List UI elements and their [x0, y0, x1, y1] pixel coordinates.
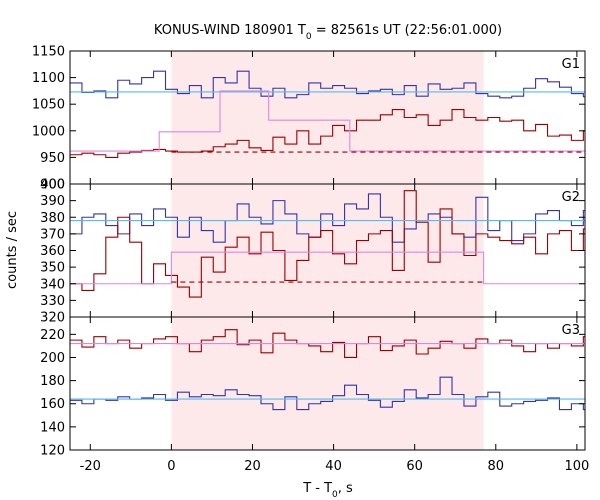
- panel-label: G2: [562, 190, 580, 205]
- panel-label: G3: [562, 323, 580, 338]
- y-tick-label: 140: [40, 420, 65, 435]
- x-tick-label: 60: [406, 459, 423, 474]
- y-tick-label: 1050: [32, 98, 65, 113]
- y-tick-label: 160: [40, 397, 65, 412]
- shaded-interval: [171, 184, 484, 317]
- y-tick-label: 1100: [32, 71, 65, 86]
- x-axis-label: T - T0, s: [302, 481, 353, 500]
- shaded-interval: [171, 317, 484, 450]
- fit-line-2-g1: [70, 90, 585, 152]
- y-tick-label: 900: [40, 178, 65, 193]
- panels: 9009501000105011001150G13203303403503603…: [32, 45, 589, 475]
- y-tick-label: 200: [40, 351, 65, 366]
- series-low-g1: [70, 108, 585, 158]
- x-tick-label: -20: [80, 459, 101, 474]
- y-tick-label: 950: [40, 151, 65, 166]
- x-tick-label: 80: [488, 459, 505, 474]
- y-axis-label: counts / sec: [5, 211, 20, 289]
- y-tick-label: 330: [40, 294, 65, 309]
- x-tick-label: 0: [167, 459, 175, 474]
- series-high-g3: [70, 376, 585, 411]
- y-tick-label: 380: [40, 211, 65, 226]
- x-tick-label: 100: [564, 459, 589, 474]
- series-low-g3: [70, 329, 585, 359]
- y-tick-label: 320: [40, 311, 65, 326]
- y-tick-label: 400: [40, 178, 65, 193]
- y-tick-label: 220: [40, 328, 65, 343]
- y-tick-label: 360: [40, 244, 65, 259]
- x-tick-label: 20: [244, 459, 261, 474]
- y-tick-label: 1000: [32, 124, 65, 139]
- panel-g1: 900 950 1000 1050 1100 1150 G1: [32, 45, 586, 193]
- panel-g3: 120 140 160 180 200 220 G3: [40, 316, 586, 459]
- fit-line-2-g2: [70, 251, 585, 285]
- y-tick-label: 340: [40, 277, 65, 292]
- series-high-g1: [70, 70, 585, 99]
- y-tick-label: 390: [40, 194, 65, 209]
- y-tick-label: 350: [40, 261, 65, 276]
- y-tick-label: 370: [40, 227, 65, 242]
- shaded-interval: [171, 51, 484, 184]
- panel-frame: [69, 316, 586, 451]
- y-tick-label: 1150: [32, 45, 65, 60]
- y-tick-label: 180: [40, 374, 65, 389]
- panel-label: G1: [562, 57, 580, 72]
- y-tick-label: 120: [40, 444, 65, 459]
- series-low-g2: [70, 190, 585, 298]
- chart-title: KONUS-WIND 180901 T0 = 82561s UT (22:56:…: [154, 23, 502, 42]
- x-tick-label: 40: [325, 459, 342, 474]
